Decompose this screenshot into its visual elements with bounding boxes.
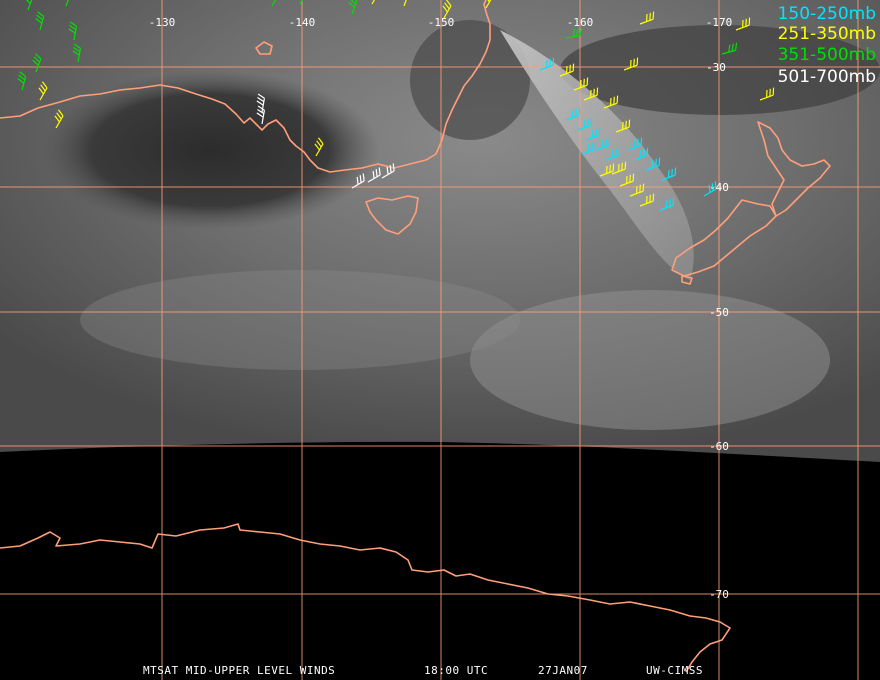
- new-zealand-north-island: [757, 121, 831, 217]
- tasmania-coastline: [365, 195, 419, 235]
- wind-barb: [351, 173, 365, 189]
- kangaroo-island: [255, 41, 273, 55]
- wind-barb: [627, 137, 643, 151]
- wind-barb: [68, 21, 78, 41]
- moist-cloud-band: [500, 30, 694, 280]
- wind-barb: [559, 63, 575, 77]
- wind-barb: [595, 137, 611, 151]
- wind-barb: [403, 0, 410, 7]
- wind-barb: [633, 147, 649, 161]
- wind-barb: [639, 193, 655, 207]
- wind-barb: [735, 17, 751, 31]
- wind-barb: [270, 0, 280, 7]
- wind-barb: [54, 109, 64, 129]
- wind-barb: [659, 197, 675, 211]
- wind-barb: [314, 137, 324, 157]
- wind-barb: [599, 163, 615, 177]
- antarctica-coastline: [0, 523, 731, 673]
- wind-barb: [645, 157, 661, 171]
- lon-label: -170: [706, 16, 733, 29]
- wind-barb: [605, 147, 621, 161]
- wind-barb: [35, 11, 45, 31]
- lat-label: -60: [709, 440, 729, 453]
- wind-barb: [759, 87, 775, 101]
- caption-date: 27JAN07: [538, 664, 588, 677]
- wind-barb: [65, 0, 72, 7]
- legend-item-351-500mb: 351-500mb: [777, 45, 876, 65]
- wind-barb: [583, 87, 599, 101]
- legend-item-150-250mb: 150-250mb: [777, 4, 876, 24]
- wind-barb: [484, 0, 494, 9]
- wind-barb: [577, 117, 593, 131]
- wind-barb: [299, 0, 308, 5]
- coastlines: [0, 0, 831, 673]
- wind-barbs: [17, 0, 775, 211]
- wind-barb: [585, 127, 601, 141]
- lon-label: -130: [149, 16, 176, 29]
- wind-barb: [573, 77, 589, 91]
- wind-barb: [639, 11, 655, 25]
- lat-label: -70: [709, 588, 729, 601]
- wind-barb: [371, 0, 380, 5]
- caption-product: MTSAT MID-UPPER LEVEL WINDS: [143, 664, 336, 677]
- wind-barb: [581, 141, 597, 155]
- legend-item-251-350mb: 251-350mb: [777, 24, 876, 44]
- legend-item-501-700mb: 501-700mb: [777, 67, 876, 87]
- image-caption: MTSAT MID-UPPER LEVEL WINDS 18:00 UTC 27…: [0, 664, 880, 680]
- wind-barb: [611, 161, 627, 175]
- wind-barb: [367, 167, 381, 183]
- dry-swirl: [40, 70, 380, 230]
- lon-label: -140: [289, 16, 316, 29]
- lon-label: -160: [567, 16, 594, 29]
- wind-barb: [661, 167, 677, 181]
- wind-barb: [38, 81, 48, 101]
- wind-barb: [721, 42, 738, 55]
- caption-time: 18:00 UTC: [424, 664, 489, 677]
- lat-label: -30: [706, 61, 726, 74]
- wind-barb: [381, 163, 395, 179]
- wind-barb: [623, 57, 639, 71]
- wind-barb: [24, 0, 34, 11]
- wind-barb: [619, 173, 635, 187]
- wind-barb: [32, 53, 42, 73]
- longitude-labels: -130 -140 -150 -160 -170: [149, 16, 733, 29]
- dry-slot: [410, 20, 530, 140]
- caption-source: UW-CIMSS: [646, 664, 703, 677]
- wind-barb: [603, 95, 619, 109]
- wind-barb: [17, 71, 27, 91]
- lon-label: -150: [428, 16, 455, 29]
- moist-plume-west: [80, 270, 520, 370]
- lat-label: -50: [709, 306, 729, 319]
- latitude-labels: -30 -40 -50 -60 -70: [706, 61, 729, 601]
- wind-barb: [442, 0, 452, 19]
- moist-plume-south: [470, 290, 830, 430]
- wind-barb: [565, 107, 581, 121]
- wind-barb: [615, 119, 631, 133]
- wind-barb: [256, 105, 266, 125]
- wind-barb: [348, 0, 358, 15]
- lat-label: -40: [709, 181, 729, 194]
- wind-barb: [629, 183, 645, 197]
- australia-coastline: [0, 0, 491, 173]
- wind-barb: [539, 57, 555, 71]
- new-zealand-south-island: [671, 199, 777, 277]
- wind-barb: [565, 28, 583, 39]
- dry-band-north: [560, 25, 880, 115]
- stewart-island: [681, 275, 693, 285]
- wind-barb: [72, 43, 82, 63]
- wind-barb: [703, 181, 717, 197]
- wind-barb: [256, 93, 266, 113]
